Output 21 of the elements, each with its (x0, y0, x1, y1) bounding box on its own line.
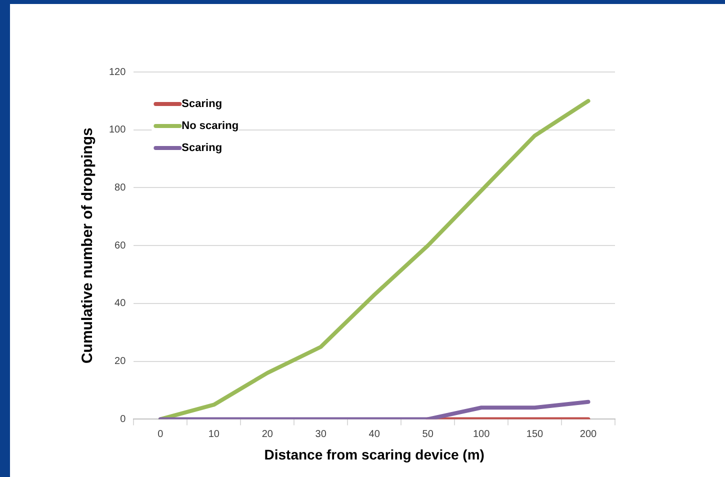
x-axis-title: Distance from scaring device (m) (264, 446, 484, 462)
x-tick-label: 100 (472, 428, 490, 440)
legend-label: Scaring (182, 98, 222, 110)
y-tick-label: 120 (108, 66, 126, 78)
y-tick-label: 100 (108, 124, 126, 136)
legend-label: No scaring (182, 120, 239, 132)
x-tick-label: 200 (580, 428, 598, 440)
y-tick-label: 0 (120, 414, 126, 425)
y-tick-label: 40 (114, 298, 126, 310)
x-tick-label: 20 (262, 428, 274, 440)
x-tick-label: 10 (208, 428, 220, 440)
x-tick-label: 0 (158, 428, 164, 440)
y-tick-label: 80 (114, 182, 126, 194)
y-axis-title: Cumulative number of droppings (79, 128, 96, 364)
x-tick-label: 50 (422, 428, 434, 440)
y-tick-label: 60 (114, 240, 126, 252)
x-tick-label: 150 (526, 428, 544, 440)
x-tick-label: 40 (368, 428, 380, 440)
x-tick-label: 30 (315, 428, 327, 440)
legend-label: Scaring (182, 142, 222, 154)
y-tick-label: 20 (114, 356, 126, 368)
